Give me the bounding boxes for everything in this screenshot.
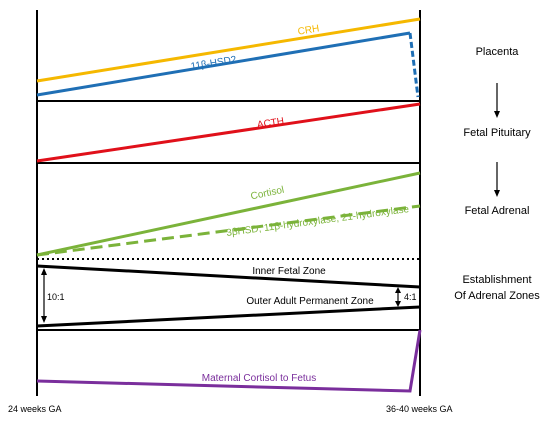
crh-line — [36, 17, 421, 83]
ratio-arrow-start — [41, 268, 47, 323]
axis-end-label: 36-40 weeks GA — [386, 404, 453, 414]
hsd2-drop-line — [408, 32, 420, 98]
hsd2-label: 11β-HSD2 — [190, 54, 238, 72]
inner-fetal-zone-line — [36, 264, 421, 289]
stage-placenta-label: Placenta — [475, 46, 519, 58]
stage-fetal-pituitary-label: Fetal Pituitary — [463, 127, 531, 139]
ratio-start-label: 10:1 — [47, 292, 65, 302]
cortisol-line — [36, 171, 421, 257]
stage-establishment-label: Establishment — [462, 274, 532, 286]
stage-fetal-adrenal-label: Fetal Adrenal — [464, 205, 530, 217]
ratio-end-label: 4:1 — [404, 292, 417, 302]
cortisol-label: Cortisol — [250, 185, 285, 203]
inner-fetal-zone-label: Inner Fetal Zone — [252, 266, 326, 277]
stage-adrenal-zones-label: Of Adrenal Zones — [454, 290, 540, 302]
acth-label: ACTH — [256, 116, 285, 131]
acth-line — [36, 102, 421, 163]
hsd2-line — [36, 31, 411, 97]
axis-start-label: 24 weeks GA — [8, 404, 62, 414]
maternal-cortisol-line — [36, 329, 422, 393]
arrow-pituitary-to-adrenal — [494, 162, 500, 197]
maternal-cortisol-label: Maternal Cortisol to Fetus — [202, 373, 317, 384]
outer-adult-zone-label: Outer Adult Permanent Zone — [246, 296, 374, 307]
outer-adult-zone-line — [36, 305, 421, 328]
crh-label: CRH — [297, 23, 320, 37]
ratio-arrow-end — [395, 287, 401, 307]
enzymes-dashed-line — [36, 204, 421, 257]
arrow-placenta-to-pituitary — [494, 83, 500, 118]
